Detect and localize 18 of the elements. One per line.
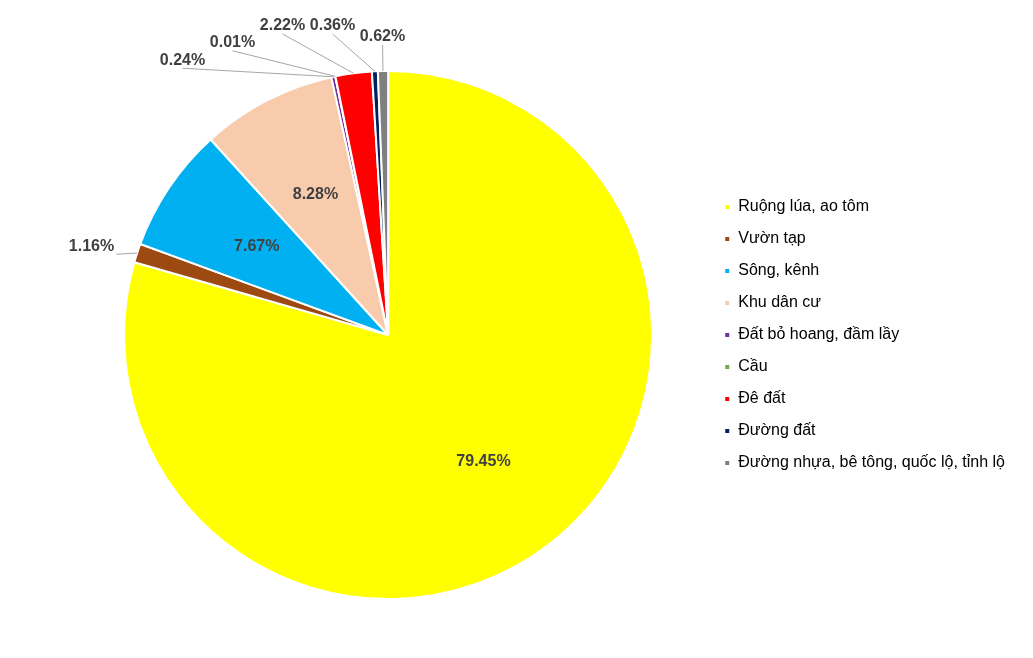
data-label: 2.22% [259, 16, 306, 34]
legend-label: Đường nhựa, bê tông, quốc lộ, tỉnh lộ [738, 453, 1006, 471]
data-label: 0.36% [309, 16, 356, 34]
legend-label: Sông, kênh [738, 261, 820, 279]
data-label: 7.67% [234, 236, 280, 254]
data-label: 79.45% [456, 451, 511, 469]
legend-label: Cầu [738, 357, 768, 375]
legend-label: Đê đất [738, 389, 786, 407]
legend-label: Ruộng lúa, ao tôm [738, 197, 869, 215]
data-label: 8.28% [292, 184, 339, 202]
legend-label: Đường đất [738, 421, 817, 439]
data-label: 0.01% [209, 33, 256, 51]
legend-label: Đất bỏ hoang, đầm lầy [738, 325, 900, 343]
data-label: 0.24% [159, 50, 206, 68]
data-label: 1.16% [68, 236, 115, 254]
data-label: 0.62% [359, 27, 406, 45]
legend-label: Khu dân cư [738, 293, 822, 311]
legend-label: Vườn tạp [738, 229, 806, 247]
